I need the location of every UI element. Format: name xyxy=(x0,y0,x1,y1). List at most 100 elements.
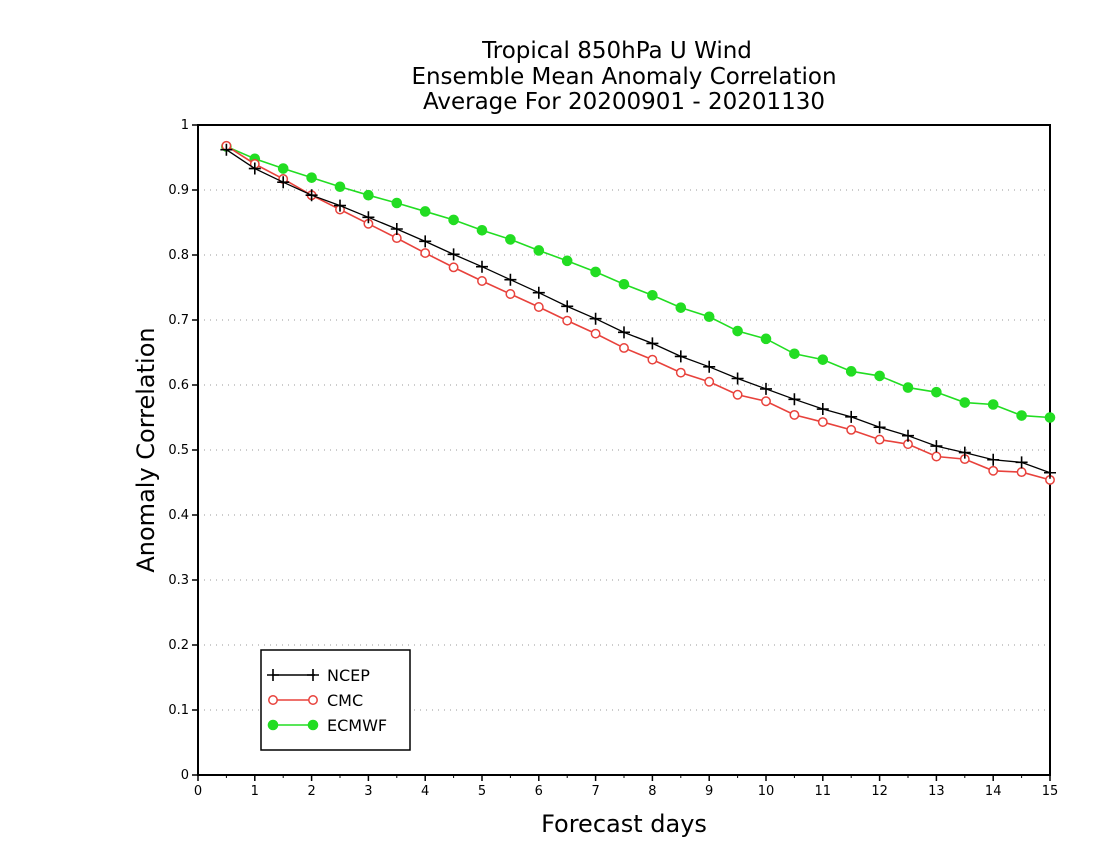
chart-title-line-1: Tropical 850hPa U Wind xyxy=(481,38,752,64)
legend-label-ncep: NCEP xyxy=(327,666,370,685)
x-tick-label-10: 10 xyxy=(758,784,775,799)
x-axis-label: Forecast days xyxy=(541,810,707,838)
ncep-point xyxy=(390,223,403,235)
legend-label-cmc: CMC xyxy=(327,691,363,710)
x-tick-label-8: 8 xyxy=(648,784,656,799)
x-tick-label-9: 9 xyxy=(705,784,713,799)
cmc-line xyxy=(225,145,1051,481)
y-tick-label-2: 0.2 xyxy=(168,638,189,653)
ncep-point xyxy=(419,235,432,248)
cmc-point xyxy=(732,389,743,400)
x-tick-label-4: 4 xyxy=(421,784,429,799)
ncep-point xyxy=(277,176,290,189)
cmc-point xyxy=(761,396,771,407)
cmc-point xyxy=(817,417,828,427)
ecmwf-point xyxy=(1016,410,1027,421)
cmc-point xyxy=(1016,467,1027,478)
ecmwf-point xyxy=(959,397,971,408)
cmc-point xyxy=(391,233,402,244)
gridlines xyxy=(198,189,1050,711)
y-tick-label-4: 0.4 xyxy=(168,508,189,523)
ecmwf-point xyxy=(391,197,403,209)
ecmwf-point xyxy=(902,382,914,393)
ecmwf-point xyxy=(874,370,885,382)
ncep-point xyxy=(334,199,346,212)
ncep-point xyxy=(902,429,914,442)
ecmwf-point xyxy=(561,255,573,267)
ecmwf-point xyxy=(789,348,800,360)
ecmwf-point xyxy=(987,399,999,410)
y-tick-label-10: 1 xyxy=(181,118,189,133)
y-tick-label-1: 0.1 xyxy=(168,703,189,718)
x-tick-label-5: 5 xyxy=(478,784,486,799)
ecmwf-point xyxy=(732,325,743,337)
ecmwf-point xyxy=(306,172,317,183)
chart-title-line-2: Ensemble Mean Anomaly Correlation xyxy=(411,64,836,90)
x-tick-label-14: 14 xyxy=(985,784,1002,799)
series-ecmwf xyxy=(221,141,1056,423)
x-tick-label-12: 12 xyxy=(871,784,888,799)
cmc-point xyxy=(675,367,686,378)
ncep-point xyxy=(646,337,659,350)
axes: 0 1 2 3 4 5 6 7 8 9 10 11 12 13 14 1500.10.20.30.40.50.… xyxy=(168,118,1058,799)
ecmwf-point xyxy=(1044,412,1056,423)
cmc-point xyxy=(562,315,573,326)
series-cmc xyxy=(221,140,1055,485)
cmc-point xyxy=(931,451,942,462)
series-ncep xyxy=(220,143,1056,479)
ecmwf-point xyxy=(675,302,687,313)
ecmwf-point xyxy=(845,366,857,377)
y-tick-label-7: 0.7 xyxy=(168,313,189,328)
legend-marker xyxy=(307,719,319,731)
y-tick-label-9: 0.9 xyxy=(168,183,189,198)
ecmwf-point xyxy=(647,290,658,301)
ecmwf-point xyxy=(363,189,374,201)
legend-items: NCEP CMC ECMWF xyxy=(267,666,387,735)
ncep-point xyxy=(958,446,971,459)
legend: NCEP CMC ECMWF xyxy=(260,649,411,751)
ncep-point xyxy=(504,273,517,286)
cmc-point xyxy=(874,434,885,445)
ecmwf-point xyxy=(277,163,289,174)
ecmwf-point xyxy=(334,181,346,193)
ecmwf-point xyxy=(590,266,601,278)
ncep-point xyxy=(987,453,1000,466)
cmc-point xyxy=(846,424,857,435)
cmc-point xyxy=(420,248,431,259)
ncep-point xyxy=(248,162,261,175)
chart-title-line-3: Average For 20200901 - 20201130 xyxy=(423,89,825,115)
ncep-point xyxy=(930,440,943,453)
cmc-point xyxy=(448,262,459,273)
ncep-point xyxy=(476,260,488,273)
y-tick-label-0: 0 xyxy=(181,768,189,783)
ncep-point xyxy=(703,360,716,373)
ncep-point xyxy=(532,286,545,299)
cmc-point xyxy=(590,328,601,339)
ncep-point xyxy=(873,421,886,434)
cmc-point xyxy=(789,409,800,420)
y-tick-label-3: 0.3 xyxy=(168,573,189,588)
cmc-point xyxy=(533,302,544,312)
ncep-point xyxy=(674,350,687,363)
legend-item-ncep: NCEP xyxy=(267,666,370,685)
x-tick-label-13: 13 xyxy=(928,784,945,799)
ncep-point xyxy=(1015,456,1028,469)
ecmwf-point xyxy=(931,386,942,398)
legend-item-ecmwf: ECMWF xyxy=(267,716,387,735)
cmc-point xyxy=(988,465,999,476)
y-axis-label: Anomaly Correlation xyxy=(132,327,160,572)
ncep-line xyxy=(226,149,1051,474)
ncep-point xyxy=(731,372,744,385)
cmc-point xyxy=(477,276,487,286)
series-group xyxy=(220,140,1056,485)
ncep-point xyxy=(618,326,630,339)
legend-item-cmc: CMC xyxy=(268,691,363,710)
ncep-point xyxy=(589,312,602,325)
ecmwf-point xyxy=(419,206,431,217)
x-tick-label-7: 7 xyxy=(591,784,599,799)
x-tick-label-3: 3 xyxy=(364,784,372,799)
legend-marker xyxy=(268,695,278,705)
legend-label-ecmwf: ECMWF xyxy=(327,716,387,735)
legend-marker xyxy=(267,719,279,731)
